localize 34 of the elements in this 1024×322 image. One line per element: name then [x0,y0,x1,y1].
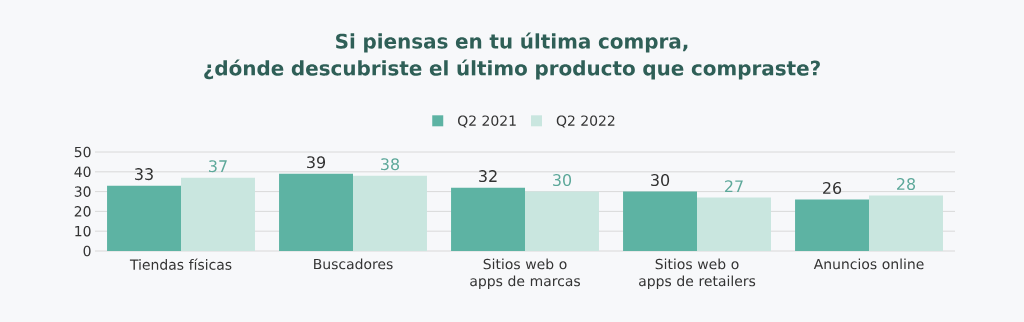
data-label: 30 [553,174,572,187]
bar [795,199,870,251]
data-label: 32 [479,170,497,183]
data-label: 28 [897,177,916,191]
data-label: 33 [135,168,153,181]
y-tick-label: 30 [74,186,91,197]
bar [279,173,354,251]
legend-label: Q2 2022 [556,115,615,128]
x-tick-label: Sitios web o apps de marcas [470,258,580,289]
bar [181,177,255,251]
y-tick-label: 40 [74,166,91,178]
bar [107,185,182,251]
data-label: 27 [725,180,743,193]
bar [353,175,427,251]
y-tick-label: 20 [74,206,91,217]
y-tick-label: 0 [83,245,91,257]
bar [697,197,771,251]
legend-label: Q2 2021 [458,115,516,128]
x-tick-label: Tiendas físicas [129,258,232,270]
x-tick-label: Sitios web o apps de retailers [639,258,756,289]
data-label: 26 [823,181,842,194]
data-label: 30 [651,174,670,187]
y-tick-label: 50 [74,146,91,158]
bar [451,187,526,251]
data-label: 39 [307,156,326,169]
y-tick-label: 10 [75,225,91,237]
data-label: 37 [209,160,227,173]
chart-title: Si piensas en tu última compra, ¿dónde descubriste el último producto que compraste? [204,32,820,80]
x-tick-label: Buscadores [314,258,393,270]
data-label: 38 [381,158,400,171]
bar [525,191,599,251]
x-tick-label: Anuncios online [813,258,924,270]
bar [623,191,698,251]
bar [869,195,943,251]
